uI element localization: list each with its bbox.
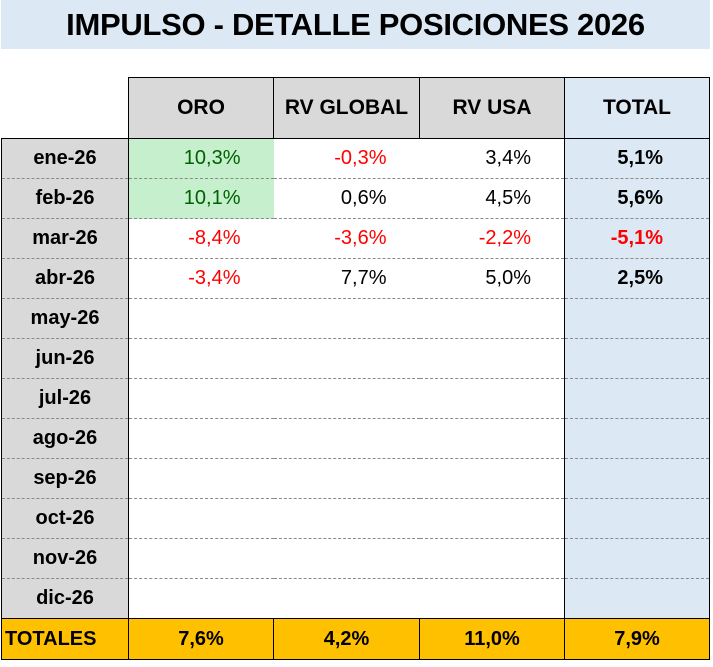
table-row: jul-26	[1, 378, 710, 419]
table-row: feb-26 10,1% 0,6% 4,5% 5,6%	[1, 178, 710, 219]
header-total: TOTAL	[564, 77, 710, 139]
cell-rv-global	[273, 378, 420, 419]
cell-rv-global	[273, 298, 420, 339]
cell-rv-global: -3,6%	[273, 218, 420, 259]
header-rv-global: RV GLOBAL	[273, 77, 420, 139]
row-label: feb-26	[1, 178, 129, 219]
totals-oro: 7,6%	[128, 618, 274, 660]
cell-rv-global	[273, 418, 420, 459]
table-row: jun-26	[1, 338, 710, 379]
cell-oro	[128, 298, 274, 339]
cell-total: -5,1%	[564, 218, 710, 259]
cell-total	[564, 418, 710, 459]
cell-oro	[128, 578, 274, 619]
table-row: nov-26	[1, 538, 710, 579]
cell-total: 5,6%	[564, 178, 710, 219]
row-label: dic-26	[1, 578, 129, 619]
row-label: may-26	[1, 298, 129, 339]
table-row: sep-26	[1, 458, 710, 499]
header-corner	[1, 77, 129, 139]
cell-oro	[128, 498, 274, 539]
row-label: abr-26	[1, 258, 129, 299]
cell-rv-usa	[419, 418, 565, 459]
cell-oro: -8,4%	[128, 218, 274, 259]
cell-rv-global	[273, 498, 420, 539]
cell-rv-global	[273, 458, 420, 499]
cell-oro	[128, 338, 274, 379]
row-label: mar-26	[1, 218, 129, 259]
cell-oro: 10,1%	[128, 178, 274, 219]
cell-total	[564, 578, 710, 619]
header-rv-usa: RV USA	[419, 77, 565, 139]
cell-rv-usa	[419, 498, 565, 539]
table-row: dic-26	[1, 578, 710, 619]
cell-total	[564, 538, 710, 579]
cell-rv-usa	[419, 378, 565, 419]
totals-label: TOTALES	[1, 618, 129, 660]
page-title: IMPULSO - DETALLE POSICIONES 2026	[66, 6, 645, 42]
cell-rv-usa	[419, 458, 565, 499]
cell-rv-usa	[419, 338, 565, 379]
cell-rv-global: -0,3%	[273, 138, 420, 179]
cell-rv-usa	[419, 538, 565, 579]
table-row: ene-26 10,3% -0,3% 3,4% 5,1%	[1, 138, 710, 179]
positions-table: ORO RV GLOBAL RV USA TOTAL ene-26 10,3% -0…	[1, 77, 710, 660]
table-row: may-26	[1, 298, 710, 339]
cell-total	[564, 338, 710, 379]
cell-rv-usa	[419, 298, 565, 339]
cell-rv-usa	[419, 578, 565, 619]
row-label: ene-26	[1, 138, 129, 179]
cell-oro: -3,4%	[128, 258, 274, 299]
totals-rv-global: 4,2%	[273, 618, 420, 660]
totals-rv-usa: 11,0%	[419, 618, 565, 660]
cell-rv-global	[273, 538, 420, 579]
header-oro: ORO	[128, 77, 274, 139]
header-row: ORO RV GLOBAL RV USA TOTAL	[1, 77, 710, 139]
cell-rv-usa: -2,2%	[419, 218, 565, 259]
cell-rv-global: 7,7%	[273, 258, 420, 299]
cell-oro	[128, 418, 274, 459]
cell-total	[564, 298, 710, 339]
cell-oro	[128, 378, 274, 419]
table-row: abr-26 -3,4% 7,7% 5,0% 2,5%	[1, 258, 710, 299]
cell-rv-global	[273, 338, 420, 379]
totals-row: TOTALES 7,6% 4,2% 11,0% 7,9%	[1, 618, 710, 660]
row-label: sep-26	[1, 458, 129, 499]
cell-oro	[128, 538, 274, 579]
row-label: ago-26	[1, 418, 129, 459]
row-label: jul-26	[1, 378, 129, 419]
row-label: oct-26	[1, 498, 129, 539]
cell-total: 5,1%	[564, 138, 710, 179]
row-label: jun-26	[1, 338, 129, 379]
cell-rv-usa: 4,5%	[419, 178, 565, 219]
totals-total: 7,9%	[564, 618, 710, 660]
cell-oro	[128, 458, 274, 499]
cell-rv-global	[273, 578, 420, 619]
cell-total	[564, 458, 710, 499]
cell-total: 2,5%	[564, 258, 710, 299]
table-row: oct-26	[1, 498, 710, 539]
title-banner: IMPULSO - DETALLE POSICIONES 2026	[1, 0, 710, 49]
cell-total	[564, 498, 710, 539]
cell-oro: 10,3%	[128, 138, 274, 179]
cell-rv-global: 0,6%	[273, 178, 420, 219]
table-row: ago-26	[1, 418, 710, 459]
cell-total	[564, 378, 710, 419]
cell-rv-usa: 3,4%	[419, 138, 565, 179]
cell-rv-usa: 5,0%	[419, 258, 565, 299]
table-row: mar-26 -8,4% -3,6% -2,2% -5,1%	[1, 218, 710, 259]
row-label: nov-26	[1, 538, 129, 579]
